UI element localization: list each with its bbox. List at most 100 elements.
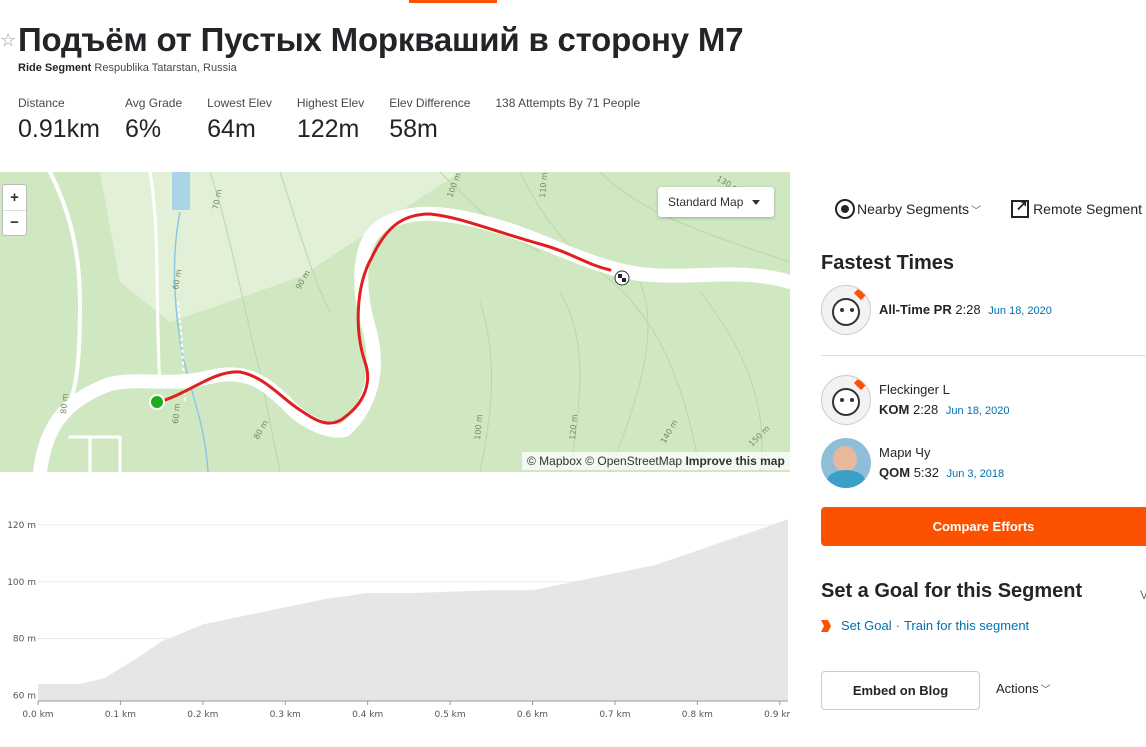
entry-time: 2:28 — [955, 301, 981, 317]
stat-value: 122m — [296, 115, 360, 143]
stats-row: Distance 0.91km Avg Grade 6% Lowest Elev… — [18, 96, 665, 144]
y-tick-label: 60 m — [13, 691, 36, 701]
set-goal-link[interactable]: Set Goal — [841, 618, 892, 633]
x-tick-label: 0.7 km — [599, 710, 630, 720]
stat-lowest-elev: Lowest Elev 64m — [207, 96, 272, 144]
target-icon — [835, 199, 855, 219]
train-link[interactable]: Train for this segment — [903, 618, 1030, 633]
goal-more-toggle[interactable]: V — [1140, 588, 1146, 602]
x-tick-label: 0.9 km — [764, 710, 790, 720]
svg-text:140 m: 140 m — [659, 418, 680, 445]
y-tick-label: 80 m — [13, 635, 36, 645]
stat-label: Distance — [18, 96, 65, 110]
divider — [821, 355, 1146, 356]
entry-date-link[interactable]: Jun 18, 2020 — [988, 304, 1052, 317]
stat-attempts: 138 Attempts By 71 People — [495, 96, 640, 144]
segment-location: Respublika Tatarstan, Russia — [94, 62, 237, 74]
stat-value: 58m — [389, 115, 438, 143]
entry-date-link[interactable]: Jun 18, 2020 — [945, 404, 1010, 417]
elevation-point — [161, 640, 163, 642]
stat-value: 0.91km — [18, 115, 100, 143]
entry-text: All-Time PR 2:28 Jun 18, 2020 — [879, 300, 1052, 321]
separator-dot: · — [895, 618, 900, 633]
entry-date-link[interactable]: Jun 3, 2018 — [946, 467, 1005, 480]
athlete-name-link[interactable]: Fleckinger L — [879, 381, 950, 397]
segment-map[interactable]: 70 m 60 m 90 m 100 m 110 m 130 m 80 m 80… — [0, 172, 790, 472]
elevation-point — [532, 589, 534, 591]
zoom-in-button[interactable]: + — [10, 188, 19, 206]
entry-time: 2:28 — [912, 401, 939, 417]
avatar[interactable] — [821, 438, 871, 488]
zoom-out-button[interactable]: − — [3, 209, 26, 236]
remote-segment-link[interactable]: Remote Segment — [1011, 197, 1143, 219]
compare-efforts-button[interactable]: Compare Efforts — [821, 507, 1146, 546]
leaderboard-row-pr: All-Time PR 2:28 Jun 18, 2020 — [821, 285, 1052, 335]
x-tick-label: 0.3 km — [270, 710, 301, 720]
map-contours — [209, 172, 790, 472]
embed-on-blog-button[interactable]: Embed on Blog — [821, 671, 980, 710]
right-sidebar: Nearby Segments ﹀ Remote Segment Fastest… — [821, 0, 1146, 747]
entry-label: All-Time PR — [879, 301, 952, 317]
stat-label: Elev Difference — [389, 96, 471, 110]
elevation-chart[interactable]: 60 m 80 m 100 m 120 m 0.0 km 0.1 km 0.2 km 0.3 … — [0, 488, 790, 728]
elevation-point — [136, 657, 138, 659]
stat-avg-grade: Avg Grade 6% — [125, 96, 182, 144]
caret-down-icon — [752, 199, 761, 205]
stat-label: Lowest Elev — [207, 96, 272, 110]
elevation-point — [103, 677, 105, 679]
actions-dropdown[interactable]: Actions ﹀ — [996, 681, 1051, 696]
elevation-point — [284, 606, 286, 608]
elevation-point — [573, 581, 575, 583]
elevation-point — [490, 589, 492, 591]
map-type-label: Standard Map — [668, 195, 744, 209]
star-icon[interactable]: ☆ — [0, 29, 17, 50]
elevation-point — [202, 623, 204, 625]
stat-highest-elev: Highest Elev 122m — [297, 96, 364, 144]
entry-text: Мари Чу QOM 5:32 Jun 3, 2018 — [879, 443, 1004, 484]
elevation-point — [78, 683, 80, 685]
map-attribution: © Mapbox © OpenStreetMap Improve this ma… — [522, 452, 790, 470]
map-path — [177, 301, 186, 403]
segment-subtitle: Ride Segment Respublika Tatarstan, Russi… — [18, 62, 237, 74]
zoom-controls: + − — [2, 184, 27, 236]
map-canvas[interactable]: 70 m 60 m 90 m 100 m 110 m 130 m 80 m 80… — [0, 172, 790, 472]
elevation-point — [243, 615, 245, 617]
svg-text:110 m: 110 m — [538, 172, 549, 198]
elevation-area — [38, 519, 788, 701]
actions-label: Actions — [996, 681, 1039, 696]
map-type-dropdown[interactable]: Standard Map — [658, 187, 774, 217]
stat-value: 64m — [207, 115, 256, 143]
svg-text:60 m: 60 m — [171, 268, 183, 290]
stat-label: Avg Grade — [124, 96, 183, 110]
nearby-segments-dropdown[interactable]: Nearby Segments ﹀ — [835, 199, 981, 219]
chevron-down-icon: ﹀ — [971, 205, 982, 217]
goal-title: Set a Goal for this Segment — [821, 580, 1083, 602]
avatar[interactable] — [821, 285, 871, 335]
svg-text:100 m: 100 m — [473, 414, 484, 440]
elevation-point — [325, 598, 327, 600]
chevron-right-icon — [821, 619, 831, 632]
x-tick-label: 0.0 km — [22, 710, 53, 720]
svg-text:70 m: 70 m — [211, 188, 223, 210]
remote-segment-label: Remote Segment — [1033, 201, 1143, 217]
svg-text:80 m: 80 m — [59, 393, 70, 414]
avatar[interactable] — [821, 375, 871, 425]
svg-text:120 m: 120 m — [568, 414, 579, 440]
elevation-point — [696, 550, 698, 552]
active-tab-indicator — [409, 0, 497, 3]
leaderboard-row-qom: Мари Чу QOM 5:32 Jun 3, 2018 — [821, 438, 1004, 488]
athlete-name-link[interactable]: Мари Чу — [879, 444, 931, 460]
nearby-segments-label: Nearby Segments — [857, 201, 970, 217]
x-tick-label: 0.1 km — [105, 710, 136, 720]
svg-text:150 m: 150 m — [747, 424, 772, 449]
finish-flag-icon — [614, 270, 630, 286]
stat-value: 6% — [124, 115, 162, 143]
x-tick-label: 0.8 km — [682, 710, 713, 720]
entry-text: Fleckinger L KOM 2:28 Jun 18, 2020 — [879, 380, 1010, 421]
elevation-point — [787, 518, 789, 520]
attribution-text[interactable]: © Mapbox © OpenStreetMap — [527, 454, 683, 468]
stat-elev-difference: Elev Difference 58m — [389, 96, 470, 144]
entry-label: KOM — [879, 401, 910, 417]
x-tick-label: 0.6 km — [517, 710, 548, 720]
improve-map-link[interactable]: Improve this map — [685, 454, 785, 468]
